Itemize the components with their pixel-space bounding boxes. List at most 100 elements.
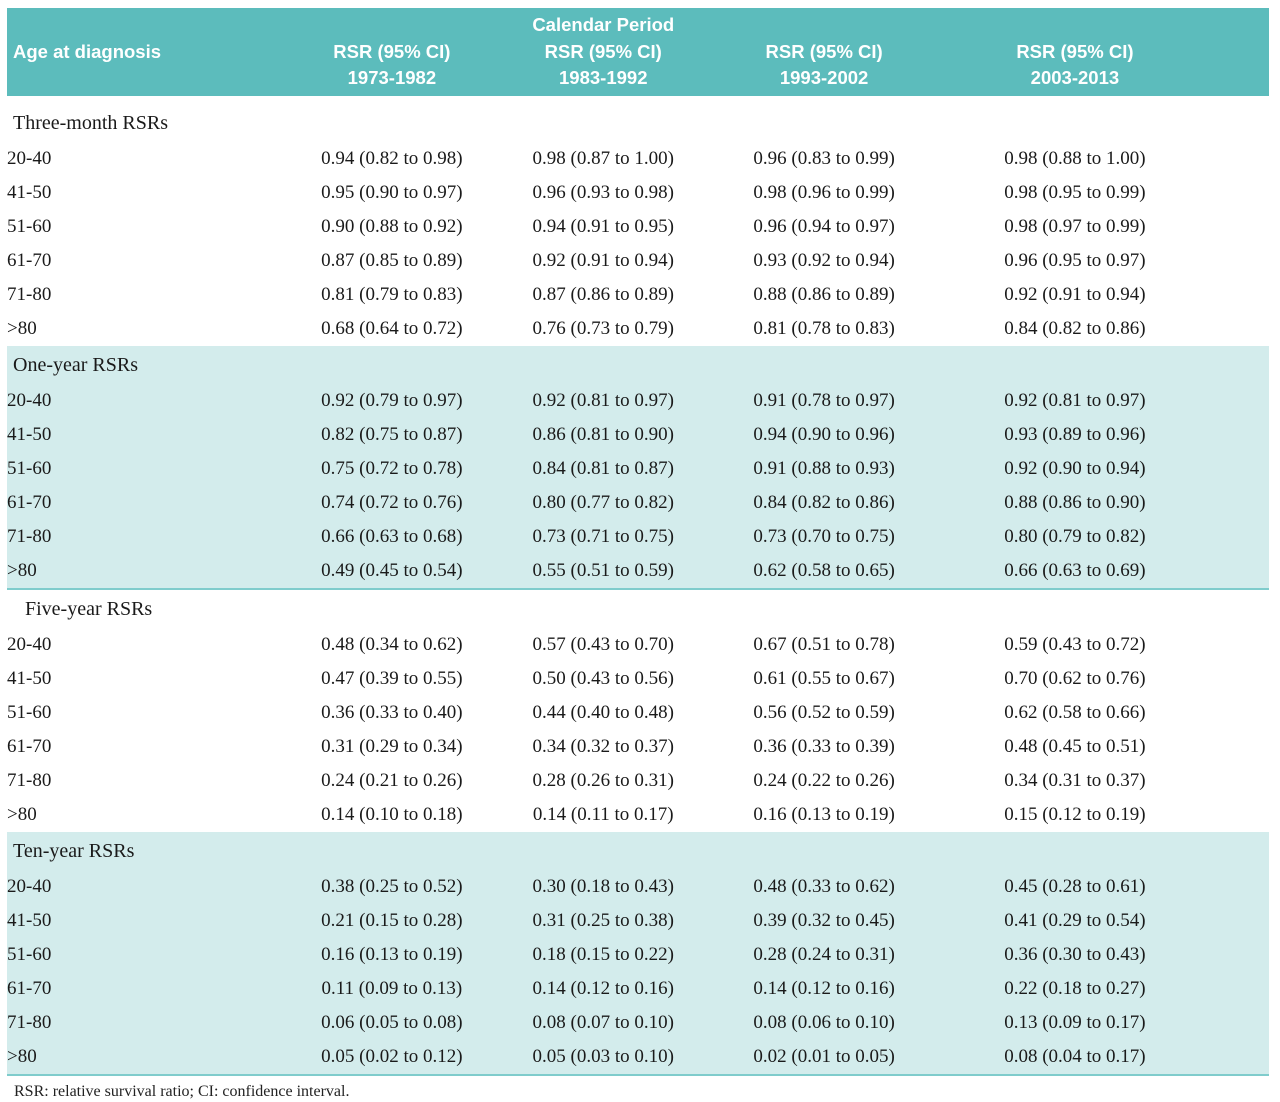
value-cell: 0.62 (0.58 to 0.66) — [1004, 702, 1146, 723]
value-cell: 0.14 (0.11 to 0.17) — [532, 804, 674, 825]
age-cell: 41-50 — [7, 668, 52, 689]
age-cell: 61-70 — [7, 972, 285, 1006]
value-cell: 0.56 (0.52 to 0.59) — [753, 702, 895, 723]
value-cell: 0.02 (0.01 to 0.05) — [707, 1040, 941, 1075]
table-row: 20-40 0.92 (0.79 to 0.97) 0.92 (0.81 to 0.… — [7, 384, 1269, 418]
value-cell: 0.81 (0.79 to 0.83) — [321, 284, 463, 305]
value-cell: 0.47 (0.39 to 0.55) — [321, 668, 463, 689]
value-cell: 0.16 (0.13 to 0.19) — [753, 804, 895, 825]
age-cell: 20-40 — [7, 148, 52, 169]
value-cell: 0.86 (0.81 to 0.90) — [499, 418, 708, 452]
value-cell: 0.38 (0.25 to 0.52) — [284, 870, 500, 904]
period-header-1: 1973-1982 — [284, 66, 500, 96]
value-cell: 0.24 (0.21 to 0.26) — [321, 770, 463, 791]
section-header: Five-year RSRs — [25, 597, 153, 620]
value-cell: 0.91 (0.78 to 0.97) — [707, 384, 941, 418]
value-cell: 0.68 (0.64 to 0.72) — [321, 318, 463, 339]
table-row: 41-50 0.95 (0.90 to 0.97) 0.96 (0.93 to 0.… — [7, 176, 1269, 210]
value-cell: 0.98 (0.96 to 0.99) — [753, 182, 895, 203]
value-cell: 0.92 (0.79 to 0.97) — [284, 384, 500, 418]
value-cell: 0.73 (0.70 to 0.75) — [707, 520, 941, 554]
value-cell: 0.96 (0.93 to 0.98) — [532, 182, 674, 203]
age-cell: 71-80 — [7, 520, 285, 554]
age-cell: >80 — [7, 554, 285, 589]
value-cell: 0.96 (0.94 to 0.97) — [753, 216, 895, 237]
value-cell: 0.24 (0.22 to 0.26) — [753, 770, 895, 791]
table-row: 71-80 0.24 (0.21 to 0.26) 0.28 (0.26 to 0.… — [7, 764, 1269, 798]
age-cell: >80 — [7, 1040, 285, 1075]
column-header-row: Age at diagnosis RSR (95% CI) RSR (95% C… — [7, 37, 1269, 66]
age-cell: 20-40 — [7, 870, 285, 904]
value-cell: 0.73 (0.71 to 0.75) — [499, 520, 708, 554]
value-cell: 0.57 (0.43 to 0.70) — [532, 634, 674, 655]
age-cell: 71-80 — [7, 770, 52, 791]
value-cell: 0.93 (0.89 to 0.96) — [940, 418, 1269, 452]
value-cell: 0.98 (0.87 to 1.00) — [532, 148, 674, 169]
age-cell: 71-80 — [7, 1006, 285, 1040]
age-cell: 20-40 — [7, 384, 285, 418]
footnote: RSR: relative survival ratio; CI: confid… — [14, 1083, 350, 1100]
table-row: 41-50 0.82 (0.75 to 0.87) 0.86 (0.81 to 0.… — [7, 418, 1269, 452]
column-header-rsr-3: RSR (95% CI) — [707, 37, 941, 66]
value-cell: 0.31 (0.25 to 0.38) — [499, 904, 708, 938]
value-cell: 0.98 (0.88 to 1.00) — [1004, 148, 1146, 169]
value-cell: 0.61 (0.55 to 0.67) — [753, 668, 895, 689]
section-label-row: Three-month RSRs — [7, 104, 1269, 142]
value-cell: 0.96 (0.95 to 0.97) — [1004, 250, 1146, 271]
value-cell: 0.74 (0.72 to 0.76) — [284, 486, 500, 520]
header-spacer — [940, 8, 1269, 37]
value-cell: 0.50 (0.43 to 0.56) — [532, 668, 674, 689]
value-cell: 0.18 (0.15 to 0.22) — [499, 938, 708, 972]
period-header-3: 1993-2002 — [707, 66, 941, 96]
value-cell: 0.92 (0.81 to 0.97) — [940, 384, 1269, 418]
age-cell: >80 — [7, 318, 37, 339]
header-gap — [7, 96, 1269, 104]
value-cell: 0.92 (0.91 to 0.94) — [1004, 284, 1146, 305]
value-cell: 0.48 (0.34 to 0.62) — [321, 634, 463, 655]
age-cell: 51-60 — [7, 452, 285, 486]
table-row: 61-70 0.87 (0.85 to 0.89) 0.92 (0.91 to 0.… — [7, 244, 1269, 278]
value-cell: 0.98 (0.97 to 0.99) — [1004, 216, 1146, 237]
value-cell: 0.16 (0.13 to 0.19) — [284, 938, 500, 972]
value-cell: 0.14 (0.10 to 0.18) — [321, 804, 463, 825]
value-cell: 0.39 (0.32 to 0.45) — [707, 904, 941, 938]
value-cell: 0.28 (0.24 to 0.31) — [707, 938, 941, 972]
table-row: 51-60 0.90 (0.88 to 0.92) 0.94 (0.91 to 0.… — [7, 210, 1269, 244]
value-cell: 0.21 (0.15 to 0.28) — [284, 904, 500, 938]
value-cell: 0.49 (0.45 to 0.54) — [284, 554, 500, 589]
age-cell: 51-60 — [7, 938, 285, 972]
value-cell: 0.08 (0.06 to 0.10) — [707, 1006, 941, 1040]
value-cell: 0.80 (0.79 to 0.82) — [940, 520, 1269, 554]
table-row: >80 0.14 (0.10 to 0.18) 0.14 (0.11 to 0.17… — [7, 798, 1269, 832]
value-cell: 0.36 (0.30 to 0.43) — [940, 938, 1269, 972]
value-cell: 0.11 (0.09 to 0.13) — [284, 972, 500, 1006]
value-cell: 0.75 (0.72 to 0.78) — [284, 452, 500, 486]
value-cell: 0.55 (0.51 to 0.59) — [499, 554, 708, 589]
period-header-row: 1973-1982 1983-1992 1993-2002 2003-2013 — [7, 66, 1269, 96]
age-cell: 71-80 — [7, 284, 52, 305]
value-cell: 0.80 (0.77 to 0.82) — [499, 486, 708, 520]
table-row: 41-50 0.21 (0.15 to 0.28) 0.31 (0.25 to 0.… — [7, 904, 1269, 938]
value-cell: 0.44 (0.40 to 0.48) — [532, 702, 674, 723]
section-label-row: Five-year RSRs — [7, 589, 1269, 628]
column-header-rsr-4: RSR (95% CI) — [940, 37, 1269, 66]
value-cell: 0.62 (0.58 to 0.65) — [707, 554, 941, 589]
value-cell: 0.67 (0.51 to 0.78) — [753, 634, 895, 655]
value-cell: 0.98 (0.95 to 0.99) — [1004, 182, 1146, 203]
value-cell: 0.48 (0.33 to 0.62) — [707, 870, 941, 904]
section: Five-year RSRs 20-40 0.48 (0.34 to 0.62) 0.… — [7, 589, 1269, 832]
value-cell: 0.36 (0.33 to 0.39) — [753, 736, 895, 757]
value-cell: 0.92 (0.91 to 0.94) — [532, 250, 674, 271]
value-cell: 0.93 (0.92 to 0.94) — [753, 250, 895, 271]
value-cell: 0.87 (0.85 to 0.89) — [321, 250, 463, 271]
value-cell: 0.94 (0.90 to 0.96) — [707, 418, 941, 452]
table-row: 51-60 0.16 (0.13 to 0.19) 0.18 (0.15 to 0.… — [7, 938, 1269, 972]
value-cell: 0.05 (0.03 to 0.10) — [499, 1040, 708, 1075]
section: Ten-year RSRs 20-40 0.38 (0.25 to 0.52) 0.3… — [7, 832, 1269, 1075]
value-cell: 0.31 (0.29 to 0.34) — [321, 736, 463, 757]
section-label-row: Ten-year RSRs — [7, 832, 1269, 870]
table-row: 51-60 0.36 (0.33 to 0.40) 0.44 (0.40 to 0.… — [7, 696, 1269, 730]
value-cell: 0.96 (0.83 to 0.99) — [753, 148, 895, 169]
section-label-row: One-year RSRs — [7, 346, 1269, 384]
value-cell: 0.59 (0.43 to 0.72) — [1004, 634, 1146, 655]
